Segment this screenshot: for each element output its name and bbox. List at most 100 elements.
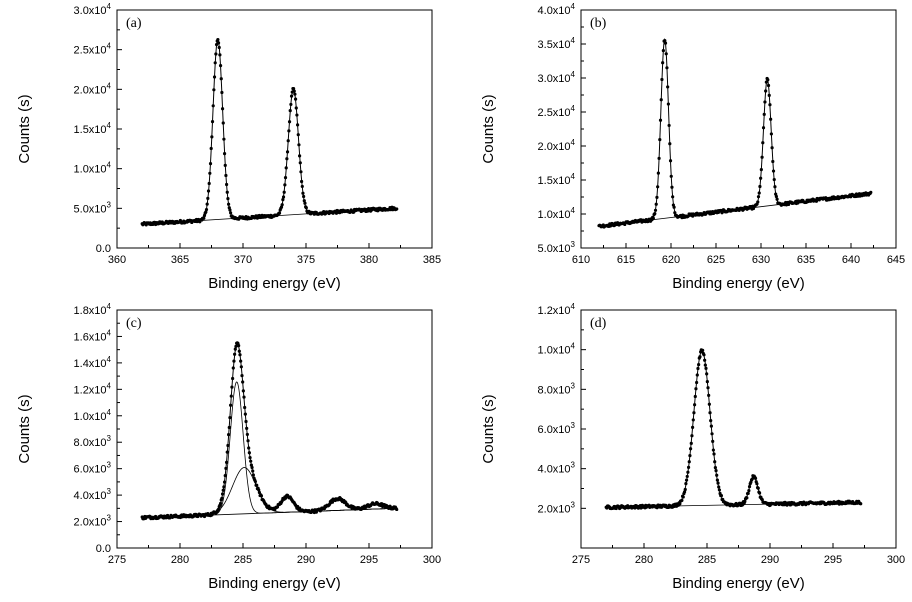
data-point [289, 94, 294, 98]
data-point [703, 358, 707, 362]
data-point [747, 484, 752, 489]
data-point [764, 89, 768, 93]
fit-line [142, 343, 397, 519]
data-point [285, 157, 289, 161]
data-point [218, 501, 223, 506]
data-point [291, 86, 296, 91]
component-peak-line [142, 381, 397, 518]
data-point [680, 498, 684, 502]
data-point [211, 104, 215, 108]
data-point [661, 48, 665, 53]
data-point [301, 191, 305, 195]
data-point [761, 126, 766, 130]
data-point [216, 41, 221, 45]
data-point [715, 473, 719, 477]
data-point [224, 460, 229, 464]
data-point [757, 191, 761, 195]
x-tick-label: 285 [234, 554, 252, 566]
data-point [713, 460, 717, 464]
panel-a: 360 365 370 375 380 385 0.0 5.0x103 1.0x104 1.5x1… [16, 2, 441, 292]
data-point [771, 159, 775, 164]
data-point [758, 184, 762, 189]
x-tick-label: 630 [752, 254, 770, 266]
data-point [762, 112, 766, 116]
data-point [775, 197, 779, 201]
data-point [714, 469, 718, 473]
data-point [295, 113, 299, 117]
data-point [217, 45, 221, 50]
data-point [229, 394, 233, 398]
y-tick-label: 2.0x104 [74, 81, 112, 96]
data-point [759, 176, 763, 180]
data-point [755, 482, 759, 486]
data-point [693, 394, 697, 399]
data-point [229, 211, 233, 215]
data-point [695, 373, 699, 377]
x-axis-title: Binding energy (eV) [672, 575, 805, 592]
data-point [681, 495, 685, 499]
data-point [683, 487, 687, 492]
data-point [693, 403, 697, 407]
panel-label: (c) [126, 316, 142, 331]
y-tick-label: 2.5x104 [74, 42, 112, 57]
data-point [250, 465, 254, 470]
data-point [222, 137, 226, 141]
data-point [673, 211, 677, 215]
y-tick-label: 8.0x103 [74, 434, 112, 449]
data-point [218, 53, 222, 57]
x-tick-label: 295 [824, 554, 842, 566]
data-point [242, 395, 246, 399]
data-point [688, 454, 692, 458]
data-point [232, 359, 236, 363]
data-point [241, 389, 245, 393]
data-point [302, 199, 306, 203]
data-point [212, 75, 217, 79]
x-tick-label: 300 [887, 554, 905, 566]
data-point [280, 203, 284, 207]
data-point [224, 466, 228, 470]
panel-label: (d) [590, 316, 607, 331]
y-tick-label: 1.0x104 [74, 161, 112, 176]
y-tick-label: 1.0x104 [538, 206, 576, 221]
data-point [715, 478, 719, 482]
data-point [238, 353, 242, 357]
data-point [300, 184, 304, 189]
data-point [246, 439, 250, 443]
data-point [659, 98, 663, 102]
data-point [213, 61, 217, 65]
data-point [295, 123, 300, 127]
data-point [756, 200, 760, 204]
y-tick-label: 2.0x103 [74, 514, 112, 529]
data-point [300, 179, 304, 184]
data-point [774, 192, 778, 196]
data-point [654, 202, 658, 206]
y-tick-label: 2.0x103 [538, 500, 576, 515]
data-point [298, 161, 302, 165]
x-tick-label: 300 [423, 554, 441, 566]
y-tick-label: 1.6x104 [74, 328, 112, 343]
data-point [773, 185, 777, 189]
data-point [288, 109, 292, 113]
data-point [686, 465, 691, 469]
data-point [255, 483, 259, 487]
data-point [395, 207, 399, 211]
data-point [230, 385, 234, 389]
data-point [239, 359, 243, 363]
data-point [695, 380, 699, 385]
data-point [745, 496, 749, 500]
data-point [704, 366, 708, 370]
data-points [604, 348, 863, 511]
data-point [206, 189, 211, 193]
data-point [692, 411, 696, 415]
data-point [231, 366, 235, 370]
data-point [207, 181, 211, 186]
x-tick-label: 290 [761, 554, 779, 566]
panel-c: 275 280 285 290 295 300 0.0 2.0x103 4.0x103 6.0x1… [16, 302, 441, 592]
data-point [204, 207, 209, 212]
data-point [220, 107, 225, 111]
data-point [707, 393, 711, 397]
data-point [243, 412, 247, 416]
data-point [304, 206, 308, 210]
data-point [296, 133, 300, 137]
